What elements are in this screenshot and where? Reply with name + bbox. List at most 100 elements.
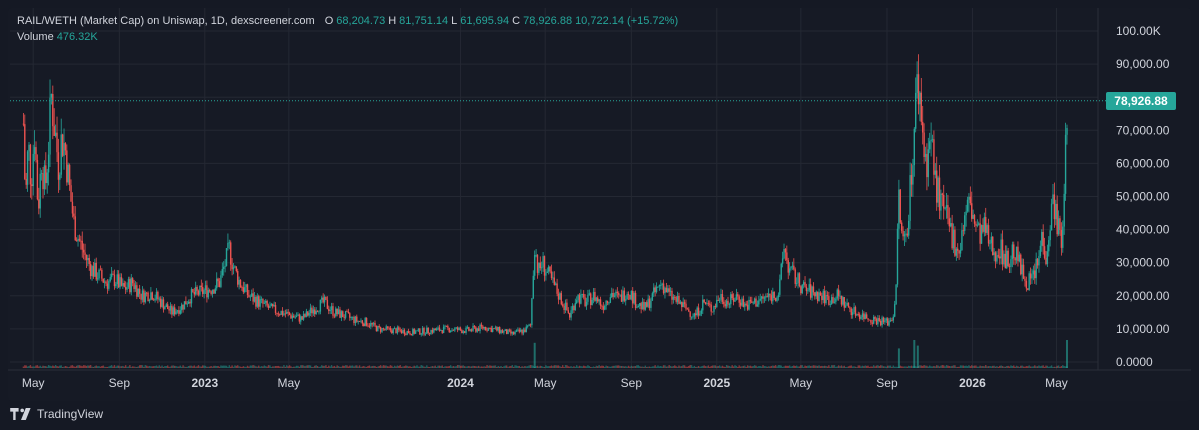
volume-bar [833,365,836,368]
volume-bar [319,366,322,368]
volume-bar [209,366,211,368]
y-tick-label: 40,000.00 [1116,223,1170,237]
volume-bar [822,366,824,368]
candle-body [511,331,513,334]
candle-body [1046,251,1049,265]
candle-body [553,277,555,285]
volume-bar [759,366,761,368]
candle-body [671,290,673,300]
candle-body [339,309,341,318]
volume-bar [598,365,600,368]
volume-bar [653,366,655,368]
candle-body [756,304,759,307]
volume-bar [33,366,36,368]
volume-bar [105,366,107,368]
y-tick-label: 50,000.00 [1116,190,1170,204]
volume-bar [497,365,499,368]
candle-body [412,329,414,336]
volume-bar [158,365,160,368]
volume-bar [63,366,65,368]
candle-body [591,299,593,305]
candle-body [993,252,995,256]
candle-body [1031,274,1033,279]
volume-bar [393,365,396,368]
candle-body [840,295,843,305]
volume-bar [889,365,892,368]
candle-body [882,317,885,323]
volume-bar [727,365,729,368]
candle-body [361,320,364,324]
candle-body [938,177,941,211]
candle-body [290,314,292,319]
footer-brand[interactable]: TradingView [10,405,103,423]
y-tick-label: 60,000.00 [1116,156,1170,170]
candle-body [965,211,967,216]
candle-body [321,297,323,300]
candle-body [36,160,39,200]
volume-bar [784,365,787,368]
volume-bar [903,366,906,368]
candle-body [618,293,620,295]
candle-body [525,326,527,333]
volume-bar [711,365,714,368]
volume-bar [211,366,214,368]
volume-bar [896,366,899,368]
volume-bar [363,365,365,368]
candle-body [1027,288,1029,290]
volume-bar [930,366,932,368]
volume-bar [368,365,371,368]
volume-bar [965,365,967,368]
volume-bar [669,365,672,368]
volume-bar [77,365,79,368]
candle-body [641,301,644,310]
open-value: 68,204.73 [336,15,386,27]
volume-label[interactable]: Volume [17,31,54,43]
volume-bar [311,366,313,368]
volume-bar [298,366,301,368]
candle-body [679,301,682,304]
volume-bar [989,366,991,368]
candle-body [703,299,705,303]
candle-body [314,309,316,315]
volume-bar [1045,365,1047,368]
candle-body [1032,270,1035,275]
candle-body [196,287,198,291]
candle-body [773,291,775,299]
candle-body [959,250,962,254]
candle-body [772,291,774,302]
x-axis[interactable]: May Sep 2023 May 2024 May Sep 2025 May Sep 2026 May [8,369,1191,390]
volume-bar [920,365,923,368]
candle-body [364,317,366,327]
legend-volume-row: Volume 476.32K [17,29,678,45]
volume-bar [328,365,330,368]
symbol-title[interactable]: RAIL/WETH (Market Cap) on Uniswap, 1D, d… [17,15,315,27]
volume-bar [498,366,501,368]
volume-bar [358,365,361,368]
volume-bar [1062,365,1064,368]
volume-bar [943,365,945,368]
candle-body [745,303,747,305]
candle-body [220,275,222,287]
y-axis[interactable]: 0.000010,000.0020,000.0030,000.0040,000.… [1097,8,1170,370]
candle-body [480,324,483,327]
x-tick-label: 2024 [447,376,474,390]
volume-bar [435,366,438,368]
candle-body [594,291,596,301]
candle-body [43,165,46,190]
candle-body [99,269,102,271]
volume-bar [406,365,408,368]
volume-bar [297,365,299,368]
candle-body [779,279,781,295]
candle-body [973,215,976,224]
volume-bar [392,366,394,368]
candle-body [875,319,878,325]
candle-body [1029,273,1032,279]
y-tick-label: 70,000.00 [1116,123,1170,137]
volume-bar [910,365,913,368]
volume-bar [1036,366,1039,368]
volume-bar [798,366,801,368]
candle-body [795,283,798,284]
volume-bar [972,365,974,368]
candle-body [349,313,351,318]
